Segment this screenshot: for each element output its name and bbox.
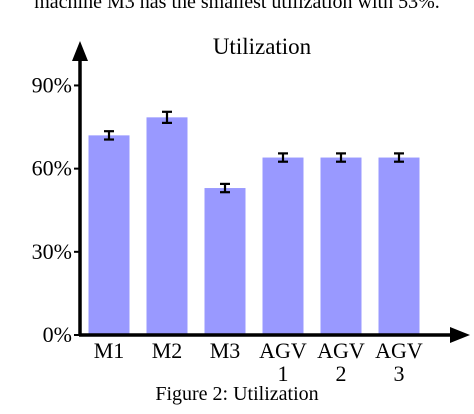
x-tick-label-line: 3 (394, 361, 405, 384)
x-tick-label-line: AGV (259, 338, 307, 363)
x-tick-label: AGV 2 (317, 338, 365, 384)
bar (320, 157, 362, 335)
error-bar (220, 182, 230, 194)
error-bar (336, 152, 346, 163)
figure-caption: Figure 2: Utilization (155, 383, 319, 405)
x-tick-label-line: AGV (375, 338, 423, 363)
error-bar (278, 152, 288, 163)
y-axis-arrow (72, 41, 88, 61)
bar (262, 157, 304, 335)
y-tick-label: 30% (32, 239, 72, 264)
bar (204, 188, 246, 335)
bar (146, 117, 188, 335)
y-tick-label: 0% (43, 322, 72, 347)
x-tick-label: AGV 1 (259, 338, 307, 384)
error-bar (162, 110, 172, 124)
y-tick-label: 60% (32, 156, 72, 181)
x-tick-label-line: M3 (210, 338, 241, 363)
x-tick-label: M3 (210, 338, 241, 363)
error-bar (104, 130, 114, 141)
x-axis-arrow (450, 327, 470, 343)
bar (88, 135, 130, 335)
x-tick-label: M2 (152, 338, 183, 363)
error-bar (394, 152, 404, 163)
x-tick-label: AGV 3 (375, 338, 423, 384)
intro-text: machine M3 has the smallest utilization … (34, 0, 440, 13)
y-tick-label: 90% (32, 72, 72, 97)
x-tick-label-line: AGV (317, 338, 365, 363)
bar (378, 157, 420, 335)
x-tick-label-line: M2 (152, 338, 183, 363)
x-tick-label-line: 1 (278, 361, 289, 384)
x-tick-label-line: M1 (94, 338, 125, 363)
x-tick-label-line: 2 (336, 361, 347, 384)
x-tick-label: M1 (94, 338, 125, 363)
chart-title: Utilization (213, 34, 312, 59)
